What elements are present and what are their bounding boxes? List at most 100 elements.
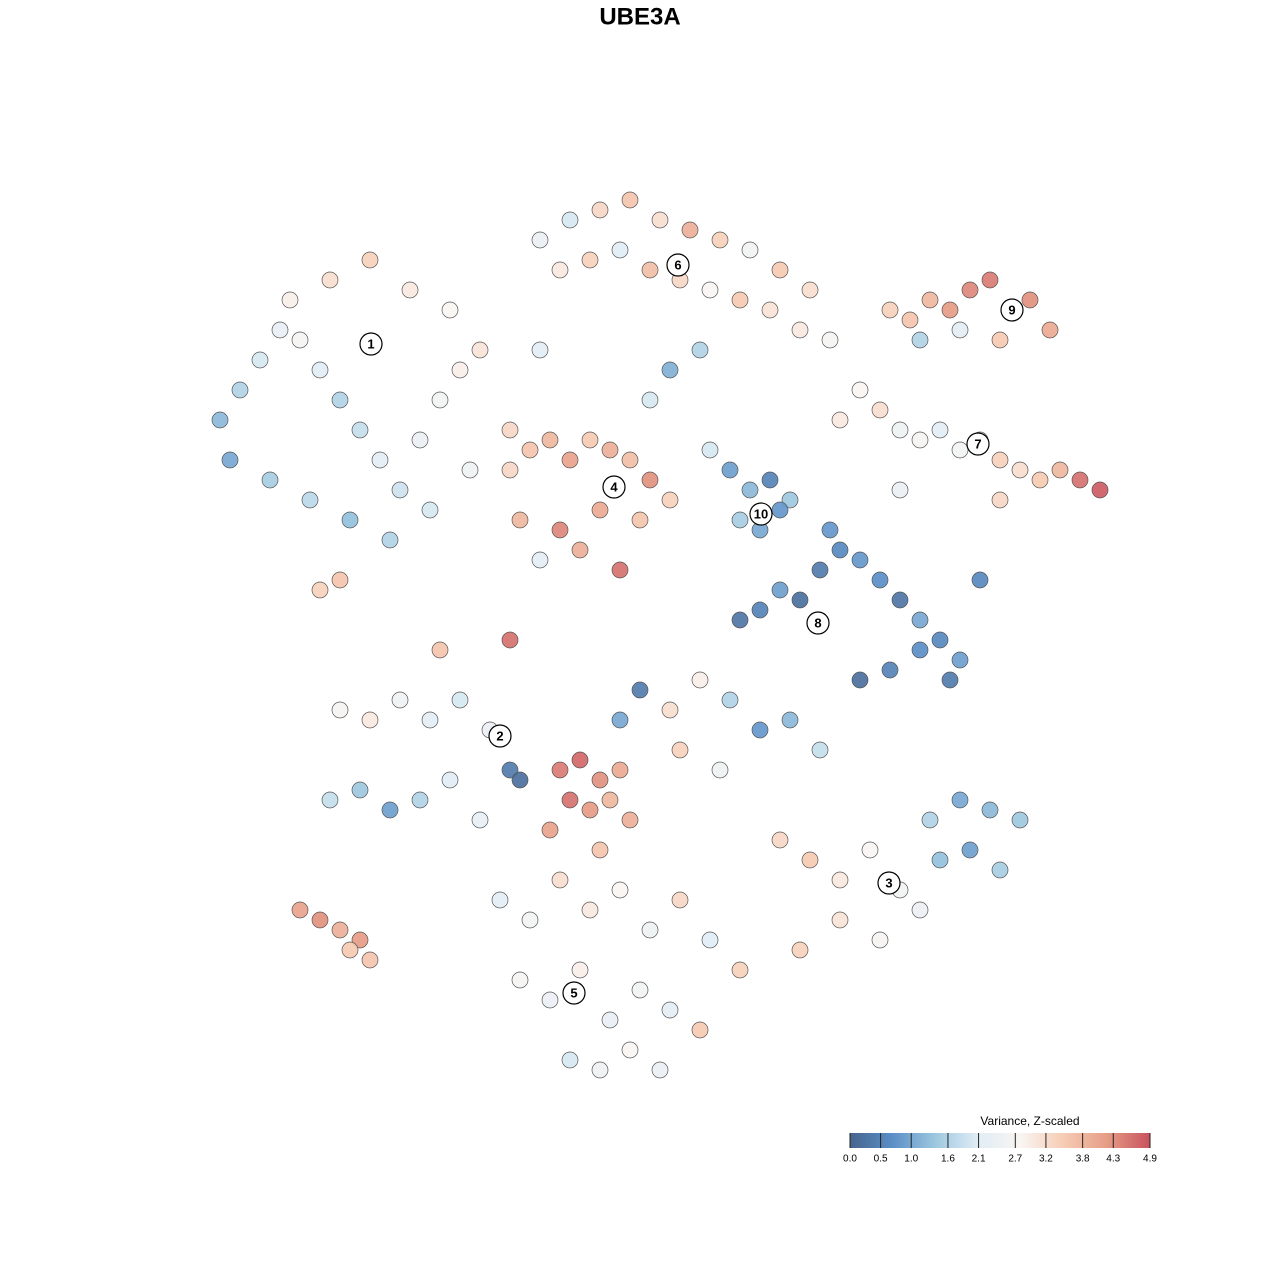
point [341,941,359,959]
point [881,301,899,319]
point [631,681,649,699]
point [1091,481,1109,499]
point [731,511,749,529]
point [991,451,1009,469]
point [821,331,839,349]
point [771,501,789,519]
point [711,231,729,249]
point [501,461,519,479]
point [321,791,339,809]
point [351,421,369,439]
point [291,331,309,349]
point [771,831,789,849]
cluster-label: 9 [1000,298,1024,322]
cluster-label-circle [359,332,383,356]
point [601,441,619,459]
point [221,451,239,469]
point [391,481,409,499]
point [501,761,519,779]
point [931,851,949,869]
colorbar-tick-label: 2.1 [972,1154,986,1165]
cluster-label: 8 [806,611,830,635]
point [911,641,929,659]
point [611,561,629,579]
point [951,791,969,809]
point [361,711,379,729]
point [801,851,819,869]
point [611,241,629,259]
point [591,201,609,219]
point [581,801,599,819]
cluster-label: 10 [749,502,773,526]
point [651,1061,669,1079]
point [851,671,869,689]
point [701,281,719,299]
chart-title: UBE3A [599,3,680,30]
cluster-label: 4 [602,475,626,499]
point [611,761,629,779]
point [681,221,699,239]
point [941,671,959,689]
point [251,351,269,369]
point [371,451,389,469]
point [951,651,969,669]
point [281,291,299,309]
point [901,311,919,329]
point [491,891,509,909]
point [871,931,889,949]
point [601,1011,619,1029]
point [581,251,599,269]
point [611,881,629,899]
cluster-label: 7 [966,432,990,456]
colorbar-title: Variance, Z-scaled [980,1114,1079,1128]
point [831,871,849,889]
point [621,811,639,829]
point [381,531,399,549]
point [561,791,579,809]
point [421,711,439,729]
point [441,771,459,789]
point [691,671,709,689]
point [381,801,399,819]
point [431,641,449,659]
point [641,471,659,489]
point [621,1041,639,1059]
point [661,361,679,379]
point [211,411,229,429]
point [791,591,809,609]
point [361,951,379,969]
point [321,271,339,289]
point [801,281,819,299]
point [301,491,319,509]
point [441,301,459,319]
point [911,431,929,449]
point [581,431,599,449]
point [991,861,1009,879]
point [721,691,739,709]
cluster-label-text: 8 [814,615,821,630]
point [931,631,949,649]
point [411,431,429,449]
point [951,321,969,339]
cluster-label-circle [562,981,586,1005]
point [731,291,749,309]
point [671,741,689,759]
cluster-label-circle [488,724,512,748]
point [261,471,279,489]
point [451,691,469,709]
point [791,321,809,339]
colorbar-tick-label: 3.2 [1039,1154,1053,1165]
point [341,511,359,529]
point [921,811,939,829]
point [541,991,559,1009]
colorbar-tick-label: 1.6 [941,1154,955,1165]
point [701,931,719,949]
point [291,901,309,919]
cluster-label-text: 2 [496,728,503,743]
cluster-label: 2 [488,724,512,748]
point [471,341,489,359]
point [331,571,349,589]
point [741,481,759,499]
point [951,441,969,459]
point [501,631,519,649]
